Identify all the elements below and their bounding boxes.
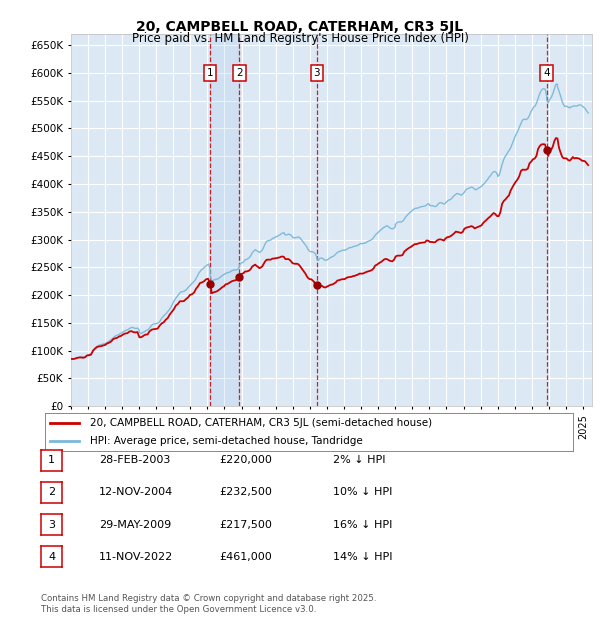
Text: £232,500: £232,500 bbox=[219, 487, 272, 497]
Text: 2: 2 bbox=[236, 68, 242, 78]
Text: £217,500: £217,500 bbox=[219, 520, 272, 529]
Text: 3: 3 bbox=[314, 68, 320, 78]
Text: 16% ↓ HPI: 16% ↓ HPI bbox=[333, 520, 392, 529]
Text: 11-NOV-2022: 11-NOV-2022 bbox=[99, 552, 173, 562]
Text: 1: 1 bbox=[48, 455, 55, 465]
Bar bbox=[210, 34, 239, 406]
Text: 20, CAMPBELL ROAD, CATERHAM, CR3 5JL (semi-detached house): 20, CAMPBELL ROAD, CATERHAM, CR3 5JL (se… bbox=[90, 418, 432, 428]
Text: 4: 4 bbox=[544, 68, 550, 78]
Text: HPI: Average price, semi-detached house, Tandridge: HPI: Average price, semi-detached house,… bbox=[90, 436, 362, 446]
Text: 10% ↓ HPI: 10% ↓ HPI bbox=[333, 487, 392, 497]
Text: 29-MAY-2009: 29-MAY-2009 bbox=[99, 520, 171, 529]
Text: £220,000: £220,000 bbox=[219, 455, 272, 465]
Text: 3: 3 bbox=[48, 520, 55, 529]
Text: 12-NOV-2004: 12-NOV-2004 bbox=[99, 487, 173, 497]
Text: 28-FEB-2003: 28-FEB-2003 bbox=[99, 455, 170, 465]
Text: 14% ↓ HPI: 14% ↓ HPI bbox=[333, 552, 392, 562]
Text: 1: 1 bbox=[207, 68, 214, 78]
Text: 2% ↓ HPI: 2% ↓ HPI bbox=[333, 455, 386, 465]
Text: 2: 2 bbox=[48, 487, 55, 497]
Text: Contains HM Land Registry data © Crown copyright and database right 2025.
This d: Contains HM Land Registry data © Crown c… bbox=[41, 595, 376, 614]
Text: Price paid vs. HM Land Registry's House Price Index (HPI): Price paid vs. HM Land Registry's House … bbox=[131, 32, 469, 45]
Text: 20, CAMPBELL ROAD, CATERHAM, CR3 5JL: 20, CAMPBELL ROAD, CATERHAM, CR3 5JL bbox=[136, 20, 464, 34]
Text: 4: 4 bbox=[48, 552, 55, 562]
Text: £461,000: £461,000 bbox=[219, 552, 272, 562]
